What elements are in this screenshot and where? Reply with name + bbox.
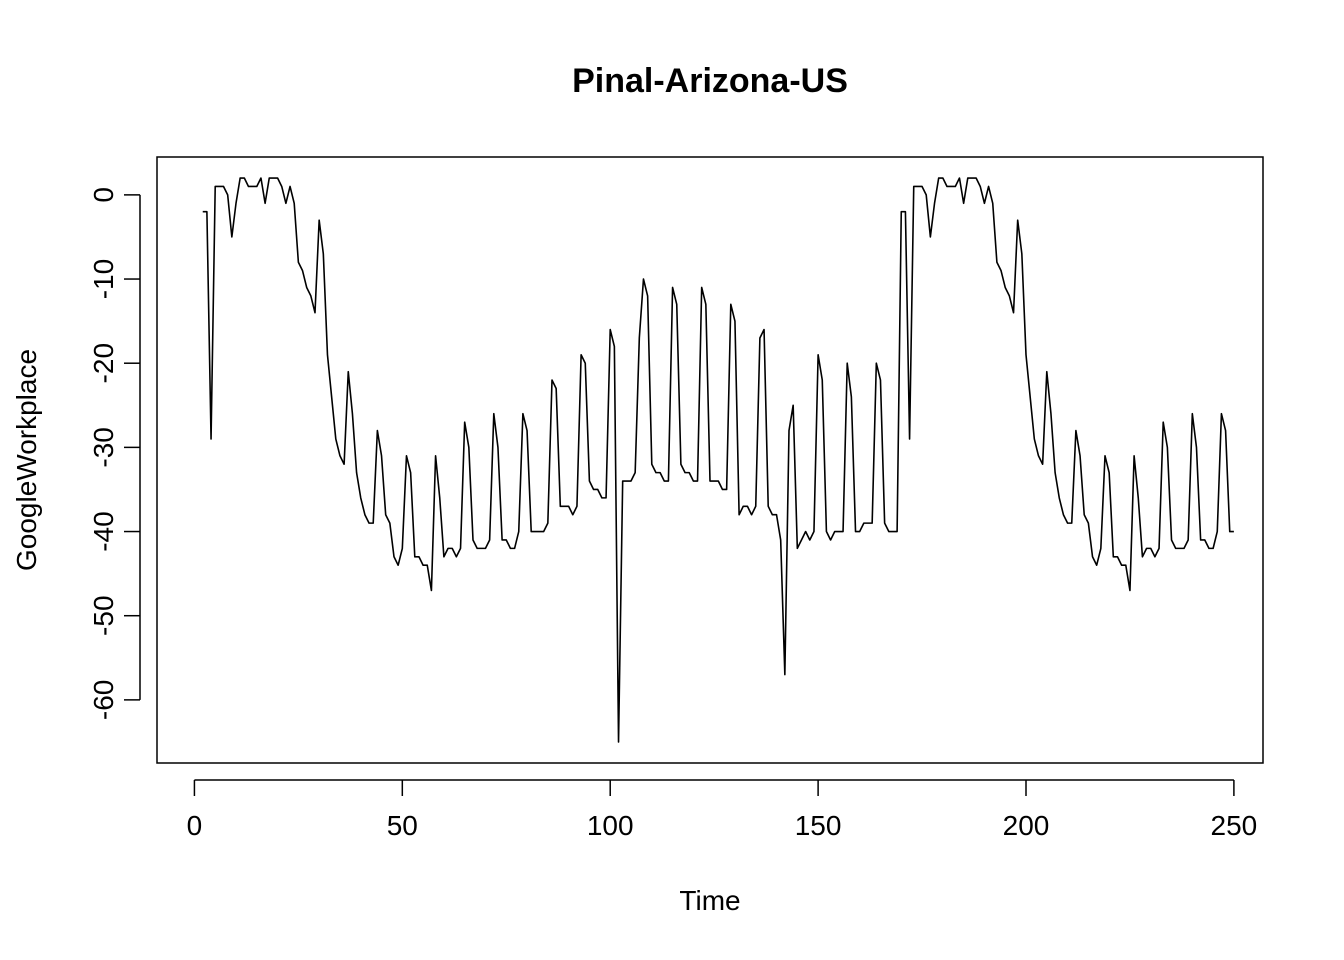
- x-tick-label: 200: [1003, 810, 1050, 841]
- x-axis-label: Time: [679, 885, 740, 916]
- y-tick-label: -20: [88, 343, 119, 383]
- y-tick-label: -50: [88, 595, 119, 635]
- y-axis-label: GoogleWorkplace: [11, 349, 42, 571]
- x-tick-label: 150: [795, 810, 842, 841]
- chart-title: Pinal-Arizona-US: [572, 62, 848, 100]
- y-axis: 0 -10 -20 -30 -40 -50 -60: [88, 187, 141, 720]
- x-tick-label: 0: [187, 810, 203, 841]
- x-tick-label: 50: [387, 810, 418, 841]
- plot-frame: [156, 156, 1264, 764]
- x-tick-label: 250: [1211, 810, 1258, 841]
- x-axis: 0 50 100 150 200 250: [187, 779, 1258, 841]
- y-tick-label: -40: [88, 511, 119, 551]
- series-line: [202, 177, 1234, 743]
- y-tick-label: -30: [88, 427, 119, 467]
- x-tick-label: 100: [587, 810, 634, 841]
- y-tick-label: 0: [88, 187, 119, 203]
- y-tick-label: -60: [88, 680, 119, 720]
- y-tick-label: -10: [88, 259, 119, 299]
